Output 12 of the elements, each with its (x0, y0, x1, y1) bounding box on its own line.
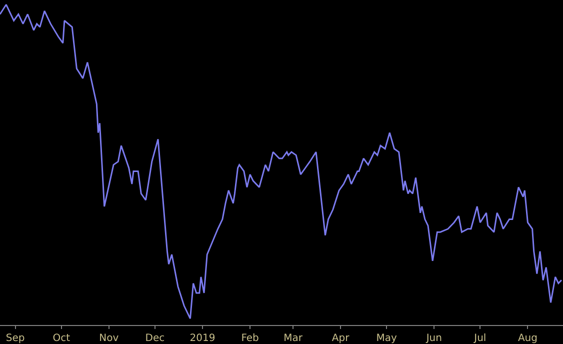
x-tick-label: Oct (52, 333, 70, 344)
x-tick-label: Nov (99, 333, 119, 344)
x-tick-label: Jun (425, 333, 442, 344)
x-tick-label: Sep (6, 333, 25, 344)
x-tick-label: Dec (145, 333, 165, 344)
x-tick-label: Feb (241, 333, 259, 344)
x-tick-label: Mar (284, 333, 304, 344)
x-tick-label: May (376, 333, 397, 344)
x-tick-label: Apr (332, 333, 350, 344)
x-tick-label: Aug (518, 333, 538, 344)
x-tick-label: Jul (473, 333, 486, 344)
x-tick-label: 2019 (190, 333, 216, 344)
